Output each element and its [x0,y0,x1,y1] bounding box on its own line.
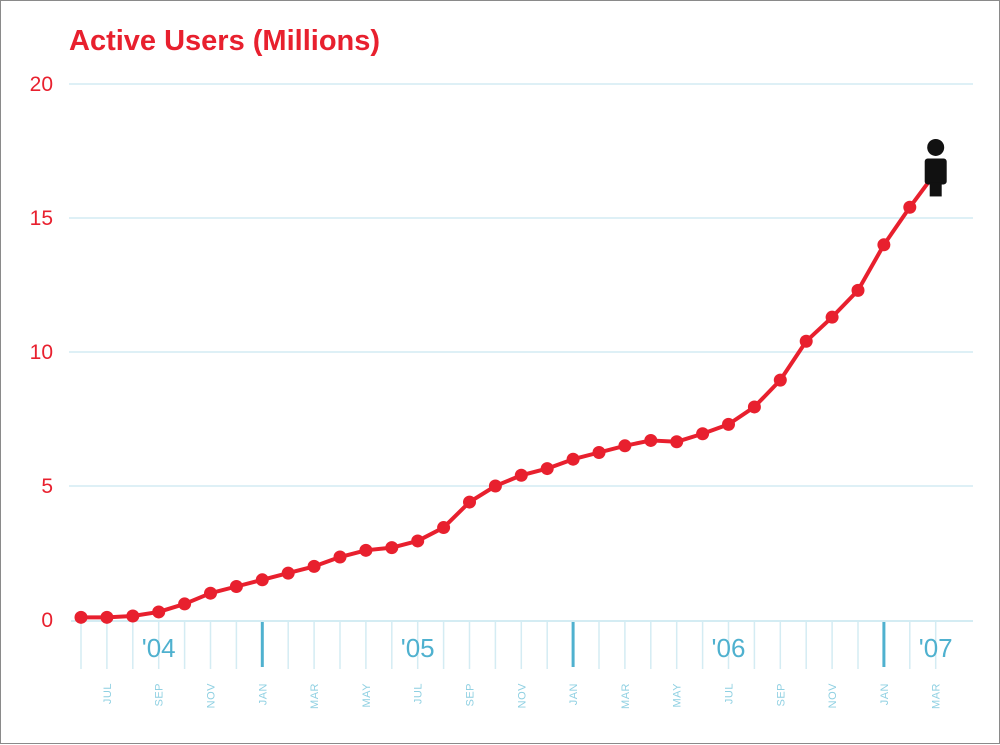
y-tick-label: 5 [41,475,53,498]
data-point [204,586,217,600]
x-month-label: JAN [568,683,580,705]
chart-title: Active Users (Millions) [69,25,381,57]
x-month-label: MAR [620,683,632,709]
data-point [437,521,451,535]
y-tick-label: 10 [30,341,53,364]
x-year-label: '05 [401,633,435,663]
x-month-label: JUL [413,683,425,704]
x-year-label: '07 [919,633,953,663]
x-month-label: JAN [257,683,269,705]
data-point [411,534,425,548]
x-year-label: '04 [142,633,176,663]
person-head [927,138,945,156]
x-month-label: SEP [465,683,477,707]
series-line [81,171,938,620]
person-body [924,158,947,185]
data-point [307,559,321,573]
x-year-label: '06 [712,633,746,663]
data-point [152,605,166,619]
x-month-label: JUL [724,683,736,704]
person-legs [929,182,942,197]
data-point [178,597,192,611]
person-icon [924,138,947,197]
data-point [540,462,554,476]
x-month-label: SEP [775,683,787,707]
x-month-label: MAR [309,683,321,709]
data-point [229,580,243,593]
x-month-label: SEP [154,683,166,707]
data-point [670,435,684,449]
x-month-label: MAR [931,683,943,709]
data-point [463,495,476,509]
x-month-label: MAY [672,683,684,708]
x-month-label: JUL [102,683,114,704]
data-point [514,468,528,482]
x-month-label: NOV [516,683,528,709]
data-point [74,610,88,624]
data-point [255,573,269,587]
data-point [592,446,606,459]
data-point [618,439,632,453]
data-point [359,543,373,557]
data-point [566,452,580,466]
data-point [281,566,295,580]
data-point [488,479,502,493]
data-point [773,373,787,387]
x-month-label: NOV [827,683,839,709]
x-month-label: JAN [879,683,891,705]
data-point [722,417,735,431]
data-point [825,310,839,324]
x-month-label: MAY [361,683,373,708]
data-point [851,283,865,297]
y-tick-label: 15 [30,207,53,230]
data-point [126,609,140,623]
data-point [100,610,114,624]
data-point [799,334,813,348]
data-point [333,550,347,564]
data-point [696,427,710,441]
x-month-label: NOV [206,683,218,709]
data-point [747,400,761,414]
y-tick-label: 20 [30,73,53,96]
y-tick-label: 0 [41,609,53,632]
data-point [903,200,917,214]
data-point [644,433,658,447]
data-point [877,238,891,252]
data-point [385,541,399,555]
